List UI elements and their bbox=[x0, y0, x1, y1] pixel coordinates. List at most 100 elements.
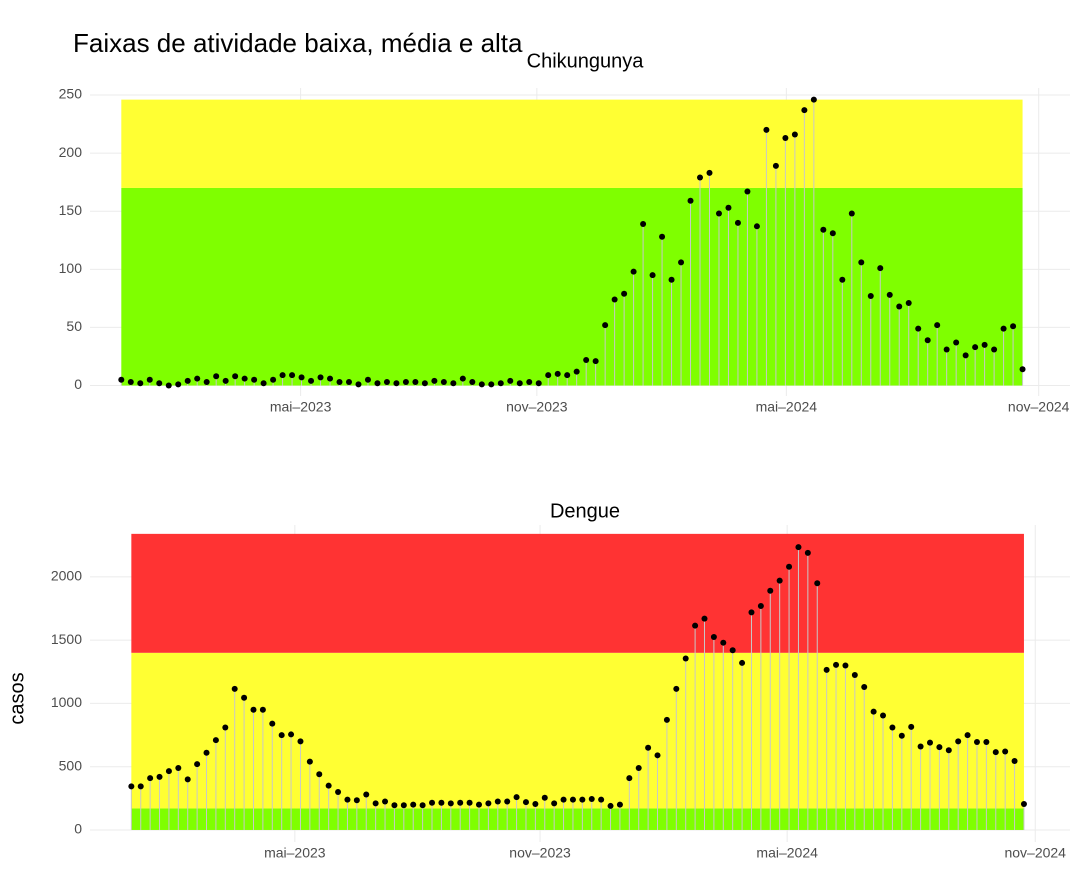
point bbox=[288, 731, 295, 738]
point bbox=[833, 661, 840, 668]
point bbox=[184, 377, 191, 384]
point bbox=[668, 276, 675, 283]
point bbox=[701, 615, 708, 622]
point bbox=[147, 775, 154, 782]
point bbox=[250, 706, 257, 713]
point bbox=[848, 210, 855, 217]
point bbox=[598, 796, 605, 803]
point bbox=[744, 188, 751, 195]
x-tick-label: nov–2023 bbox=[509, 845, 571, 861]
point bbox=[842, 662, 849, 669]
point bbox=[687, 197, 694, 204]
point bbox=[640, 220, 647, 227]
point bbox=[363, 791, 370, 798]
point bbox=[673, 685, 680, 692]
point bbox=[345, 379, 352, 386]
point bbox=[626, 775, 633, 782]
point bbox=[616, 801, 623, 808]
point bbox=[383, 379, 390, 386]
point bbox=[545, 372, 552, 379]
point bbox=[964, 732, 971, 739]
point bbox=[757, 602, 764, 609]
point bbox=[962, 352, 969, 359]
point bbox=[886, 291, 893, 298]
point bbox=[720, 639, 727, 646]
point bbox=[814, 580, 821, 587]
point bbox=[829, 230, 836, 237]
point bbox=[232, 373, 239, 380]
point bbox=[355, 381, 362, 388]
y-tick-label: 200 bbox=[59, 144, 83, 160]
point bbox=[945, 747, 952, 754]
activity-band bbox=[121, 99, 1023, 188]
y-tick-label: 1500 bbox=[51, 631, 82, 647]
point bbox=[419, 802, 426, 809]
point bbox=[289, 372, 296, 379]
point bbox=[621, 290, 628, 297]
point bbox=[782, 134, 789, 141]
x-tick-label: mai–2023 bbox=[270, 399, 332, 415]
point bbox=[344, 796, 351, 803]
y-tick-label: 0 bbox=[74, 376, 82, 392]
point bbox=[579, 796, 586, 803]
point bbox=[212, 737, 219, 744]
point bbox=[298, 374, 305, 381]
point bbox=[400, 802, 407, 809]
point bbox=[734, 219, 741, 226]
point bbox=[260, 380, 267, 387]
point bbox=[560, 796, 567, 803]
point bbox=[877, 265, 884, 272]
y-tick-label: 150 bbox=[59, 202, 83, 218]
point bbox=[551, 800, 558, 807]
point bbox=[880, 712, 887, 719]
point bbox=[175, 381, 182, 388]
point bbox=[678, 259, 685, 266]
point bbox=[241, 694, 248, 701]
panel-title: Dengue bbox=[550, 500, 620, 522]
point bbox=[1010, 323, 1017, 330]
point bbox=[532, 801, 539, 808]
point bbox=[447, 800, 454, 807]
point bbox=[335, 789, 342, 796]
point bbox=[1020, 801, 1027, 808]
activity-band bbox=[131, 533, 1024, 653]
point bbox=[146, 376, 153, 383]
point bbox=[541, 794, 548, 801]
point bbox=[943, 346, 950, 353]
point bbox=[583, 356, 590, 363]
point bbox=[127, 379, 134, 386]
y-axis-label: casos bbox=[6, 672, 28, 724]
point bbox=[421, 380, 428, 387]
y-tick-label: 250 bbox=[59, 86, 83, 102]
y-tick-label: 50 bbox=[66, 318, 82, 334]
x-tick-label: nov–2024 bbox=[1008, 399, 1070, 415]
point bbox=[391, 802, 398, 809]
point bbox=[915, 325, 922, 332]
point bbox=[858, 259, 865, 266]
point bbox=[410, 801, 417, 808]
point bbox=[725, 204, 732, 211]
point bbox=[270, 376, 277, 383]
point bbox=[526, 379, 533, 386]
point bbox=[992, 749, 999, 756]
y-tick-label: 1000 bbox=[51, 694, 82, 710]
point bbox=[588, 795, 595, 802]
point bbox=[184, 776, 191, 783]
x-tick-label: mai–2024 bbox=[756, 845, 818, 861]
point bbox=[402, 379, 409, 386]
x-tick-label: mai–2024 bbox=[756, 399, 818, 415]
y-tick-label: 0 bbox=[74, 821, 82, 837]
point bbox=[488, 381, 495, 388]
point bbox=[973, 739, 980, 746]
point bbox=[763, 126, 770, 133]
point bbox=[297, 738, 304, 745]
point bbox=[715, 210, 722, 217]
point bbox=[898, 732, 905, 739]
chart-title: Faixas de atividade baixa, média e alta bbox=[73, 28, 523, 58]
point bbox=[1002, 748, 1009, 755]
panel-title: Chikungunya bbox=[527, 50, 645, 72]
point bbox=[804, 549, 811, 556]
point bbox=[485, 800, 492, 807]
x-tick-label: nov–2023 bbox=[506, 399, 568, 415]
